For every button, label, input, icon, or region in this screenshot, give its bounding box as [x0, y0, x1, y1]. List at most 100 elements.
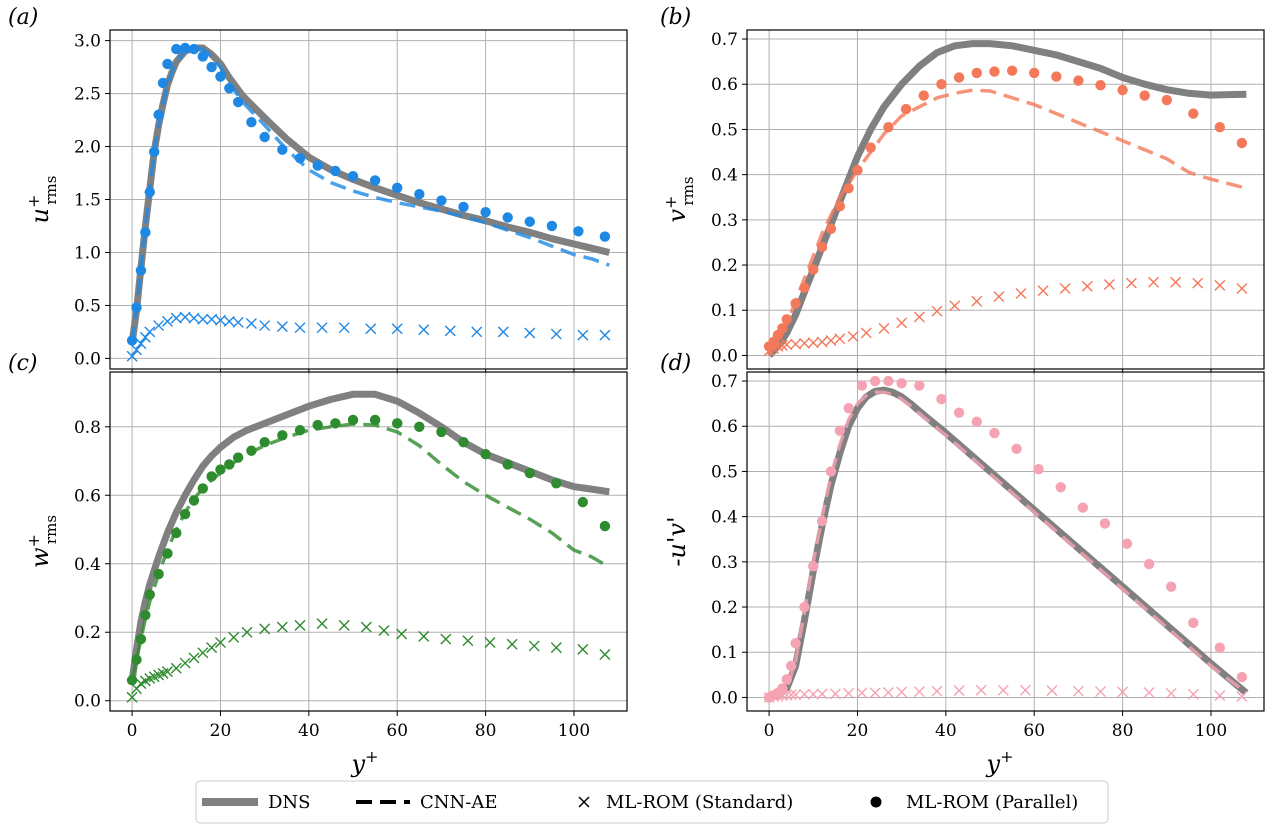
- parallel-marker-c: [246, 445, 257, 456]
- parallel-marker-a: [197, 51, 208, 62]
- axes-frame-d: [746, 371, 1265, 712]
- y-tick-label: 0.4: [711, 508, 738, 528]
- parallel-marker-c: [259, 436, 270, 448]
- standard-marker-d: [1187, 688, 1199, 700]
- x-tick-label: 20: [210, 721, 232, 741]
- standard-marker-d: [882, 686, 894, 698]
- parallel-marker-a: [312, 160, 323, 171]
- standard-marker-c: [161, 666, 173, 678]
- standard-marker-b: [1103, 278, 1115, 290]
- standard-marker-a: [232, 316, 244, 328]
- plot-area-a: [126, 42, 611, 362]
- parallel-marker-a: [140, 227, 151, 238]
- parallel-marker-b: [1029, 67, 1040, 79]
- standard-marker-d: [913, 686, 925, 698]
- y-tick-label: 0.6: [711, 75, 738, 95]
- standard-marker-a: [206, 313, 218, 325]
- parallel-marker-b: [1095, 79, 1106, 91]
- parallel-marker-d: [1143, 558, 1155, 570]
- y-tick-label: 0.2: [711, 598, 738, 618]
- standard-marker-b: [1037, 285, 1049, 297]
- parallel-marker-b: [781, 314, 792, 325]
- parallel-marker-d: [914, 380, 925, 391]
- parallel-marker-d: [971, 416, 982, 427]
- standard-marker-a: [245, 317, 257, 329]
- standard-marker-a: [471, 326, 483, 338]
- y-tick-label: 0.8: [74, 418, 101, 438]
- y-tick-label: 0.0: [711, 346, 738, 366]
- y-tick-label: 0.1: [711, 301, 738, 321]
- standard-marker-c: [440, 633, 452, 645]
- parallel-marker-d: [1011, 443, 1022, 455]
- y-tick-label: 0.5: [74, 296, 101, 316]
- parallel-marker-b: [1214, 121, 1226, 133]
- standard-marker-d: [843, 687, 855, 699]
- standard-marker-d: [1117, 686, 1129, 698]
- parallel-marker-a: [480, 207, 491, 218]
- standard-marker-d: [790, 689, 802, 701]
- standard-marker-d: [1046, 685, 1058, 697]
- parallel-marker-b: [1006, 65, 1018, 76]
- standard-marker-b: [1214, 279, 1226, 291]
- parallel-marker-a: [224, 83, 235, 94]
- standard-marker-c: [197, 647, 209, 659]
- parallel-marker-c: [551, 478, 562, 489]
- grid-a: [110, 30, 627, 369]
- standard-marker-b: [993, 291, 1005, 303]
- ylabel-d: -u'v': [663, 516, 691, 566]
- standard-marker-b: [860, 327, 872, 339]
- parallel-marker-c: [171, 527, 182, 539]
- parallel-marker-d: [1166, 581, 1177, 592]
- standard-marker-a: [365, 323, 377, 335]
- standard-marker-a: [223, 315, 235, 327]
- x-tick-label: 40: [935, 721, 957, 741]
- standard-marker-d: [1214, 690, 1226, 702]
- y-tick-label: 0.3: [711, 553, 738, 573]
- y-tick-label: 0.0: [74, 349, 101, 369]
- standard-marker-b: [949, 300, 961, 312]
- parallel-marker-c: [135, 633, 147, 645]
- y-tick-label: 1.0: [74, 243, 101, 263]
- legend-cnn-ae-label: CNN-AE: [420, 792, 498, 813]
- standard-marker-c: [360, 621, 372, 633]
- panel-d: 0.0 0.1 0.2 0.3 0.4 0.5 0.6 0.7 0 20 40 60 80 100 (d) -…: [660, 351, 1265, 741]
- x-tick-label: 80: [1112, 721, 1134, 741]
- legend-standard-label: ML-ROM (Standard): [606, 792, 793, 813]
- y-tick-label: 0.3: [711, 211, 738, 231]
- standard-marker-a: [391, 323, 403, 335]
- parallel-marker-b: [799, 282, 810, 293]
- parallel-marker-b: [808, 264, 819, 275]
- standard-marker-b: [971, 295, 983, 307]
- standard-marker-b: [781, 339, 793, 351]
- panel-a: 0.0 0.5 1.0 1.5 2.0 2.5 3.0 (a) u+rms: [8, 5, 628, 374]
- parallel-marker-c: [277, 430, 288, 441]
- y-tick-label: 0.0: [74, 692, 101, 712]
- standard-marker-c: [462, 635, 474, 647]
- x-tick-label: 0: [127, 721, 138, 741]
- y-tick-label: 2.5: [74, 85, 101, 105]
- standard-marker-b: [798, 337, 810, 349]
- xlabel-b: y+: [986, 747, 1014, 778]
- parallel-marker-d: [816, 515, 828, 527]
- parallel-marker-d: [834, 425, 845, 436]
- parallel-marker-b: [989, 66, 1000, 77]
- parallel-marker-a: [148, 146, 160, 158]
- standard-marker-a: [550, 328, 562, 340]
- panel-label-d: (d): [660, 351, 691, 376]
- standard-marker-a: [153, 320, 165, 332]
- standard-marker-b: [896, 317, 908, 329]
- parallel-marker-b: [883, 121, 894, 133]
- x-tick-label: 100: [558, 721, 590, 741]
- y-tick-label: 0.4: [74, 555, 101, 575]
- parallel-marker-c: [524, 467, 535, 479]
- xlabel-c: y+: [351, 747, 379, 778]
- standard-marker-c: [126, 691, 138, 703]
- standard-marker-d: [896, 686, 908, 698]
- parallel-marker-c: [347, 414, 359, 426]
- standard-marker-c: [378, 625, 390, 637]
- standard-marker-a: [214, 314, 226, 326]
- standard-marker-b: [1192, 277, 1204, 289]
- parallel-marker-c: [330, 418, 341, 429]
- panel-label-c: (c): [8, 351, 38, 376]
